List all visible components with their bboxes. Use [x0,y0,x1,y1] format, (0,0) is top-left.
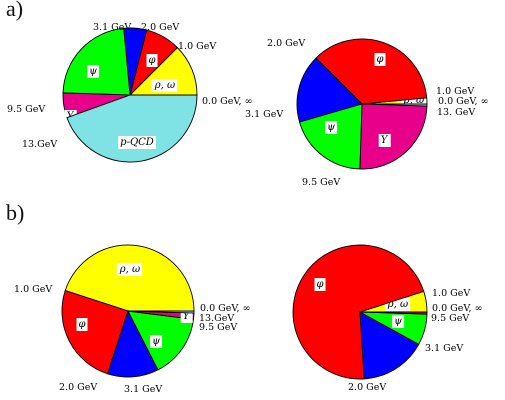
panel-label-a: a) [6,0,24,21]
pie-chart-3: ρ, ω φ ψ Υ 0.0 GeV, ∞ 1.0 GeV 2.0 GeV 3.1 GeV 9.… [14,244,251,395]
boundary-label: 3.1 GeV [124,384,162,395]
slice-label: p-QCD [118,136,156,149]
pie-slice [296,57,363,123]
svg-text:φ: φ [78,319,85,330]
svg-text:φ: φ [148,55,155,66]
svg-text:ψ: ψ [394,316,402,327]
boundary-label: 0.0 GeV, ∞ [200,303,251,314]
pie-slice [361,103,428,107]
slice-label: ψ [325,121,338,134]
boundary-label: 13. GeV [437,107,475,118]
svg-text:Υ: Υ [183,311,191,322]
svg-text:ψ: ψ [152,336,160,347]
boundary-label: 3.1 GeV [245,109,283,120]
boundary-label: 2.0 GeV [141,22,179,33]
svg-text:ψ: ψ [327,122,335,133]
slice-label: ψ [87,65,100,78]
svg-text:ρ, ω: ρ, ω [119,264,140,275]
pie-slice [61,290,129,375]
pie-chart-4: ρ, ω φ ψ 1.0 GeV 0.0 GeV, ∞9.5 GeV 3.1 GeV 2.0… [292,244,483,393]
pie-slice [315,38,428,105]
svg-text:ρ, ω: ρ, ω [154,80,175,91]
slice-label: Υ [378,134,391,147]
boundary-label: 0.0 GeV, ∞ [432,303,483,314]
boundary-label: 3.1 GeV [425,343,463,354]
svg-text:p-QCD: p-QCD [120,137,154,148]
boundary-label: 3.1 GeV [93,22,131,33]
panel-label-b: b) [6,200,25,225]
boundary-label: 2.0 GeV [267,38,305,49]
svg-text:φ: φ [376,54,383,65]
slice-label: φ [146,54,158,67]
pie-slice [127,310,195,314]
boundary-label: 9.5 GeV [7,104,45,115]
pie-slice [299,103,363,170]
pie-slice [359,311,420,380]
slice-label: ρ, ω [151,79,178,92]
svg-text:φ: φ [316,279,323,290]
pie-slice [64,244,195,312]
boundary-label: 9.5 GeV [431,313,469,324]
pie-slice [66,94,198,163]
slice-label: φ [314,278,326,291]
boundary-label: 1.0 GeV [436,86,474,97]
slice-label: φ [76,318,88,331]
svg-text:ρ, ω: ρ, ω [387,299,408,310]
pie-slice [292,244,425,380]
slice-label: φ [374,53,386,66]
pie-slice [359,311,428,315]
slice-label: ψ [392,315,405,328]
svg-text:ρ, ω: ρ, ω [403,95,424,106]
boundary-label: 0.0 GeV, ∞ [438,96,489,107]
boundary-label: 1.0 GeV [178,41,216,52]
svg-text:Υ: Υ [381,135,389,146]
boundary-label: 2.0 GeV [348,382,386,393]
boundary-label: 13.GeV [22,139,57,150]
boundary-label: 2.0 GeV [59,382,97,393]
pie-slice [359,103,428,170]
boundary-label: 13.GeV [199,313,234,324]
boundary-label: 0.0 GeV, ∞ [202,96,253,107]
boundary-label: 1.0 GeV [432,288,470,299]
svg-text:ψ: ψ [89,66,97,77]
slice-label: ψ [150,335,163,348]
slice-label: ρ, ω [116,263,143,276]
boundary-label: 9.5 GeV [302,177,340,188]
boundary-label: 9.5 GeV [199,322,237,333]
pie-slice [62,27,131,96]
boundary-label: 1.0 GeV [14,284,52,295]
